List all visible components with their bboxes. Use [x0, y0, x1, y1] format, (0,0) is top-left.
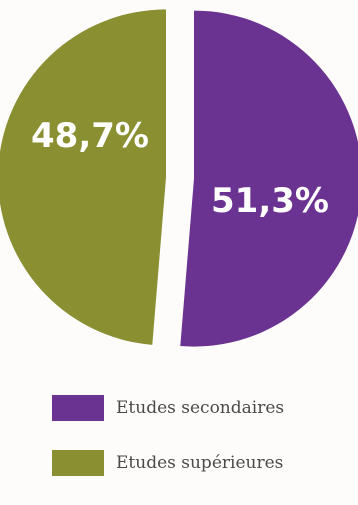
legend-item-secondaires: Etudes secondaires	[52, 395, 284, 421]
pie-slice-secondaires	[180, 10, 358, 347]
slice-label-superieures: 48,7%	[31, 116, 149, 156]
legend-swatch-secondaires	[52, 395, 104, 421]
pie-slice-superieures	[0, 9, 167, 345]
legend: Etudes secondaires Etudes supérieures	[52, 395, 284, 505]
slice-label-secondaires: 51,3%	[211, 181, 329, 221]
legend-item-superieures: Etudes supérieures	[52, 450, 284, 476]
legend-label-secondaires: Etudes secondaires	[116, 398, 285, 418]
legend-label-superieures: Etudes supérieures	[116, 453, 284, 473]
pie-chart: 51,3% 48,7%	[0, 9, 358, 347]
legend-swatch-superieures	[52, 450, 104, 476]
